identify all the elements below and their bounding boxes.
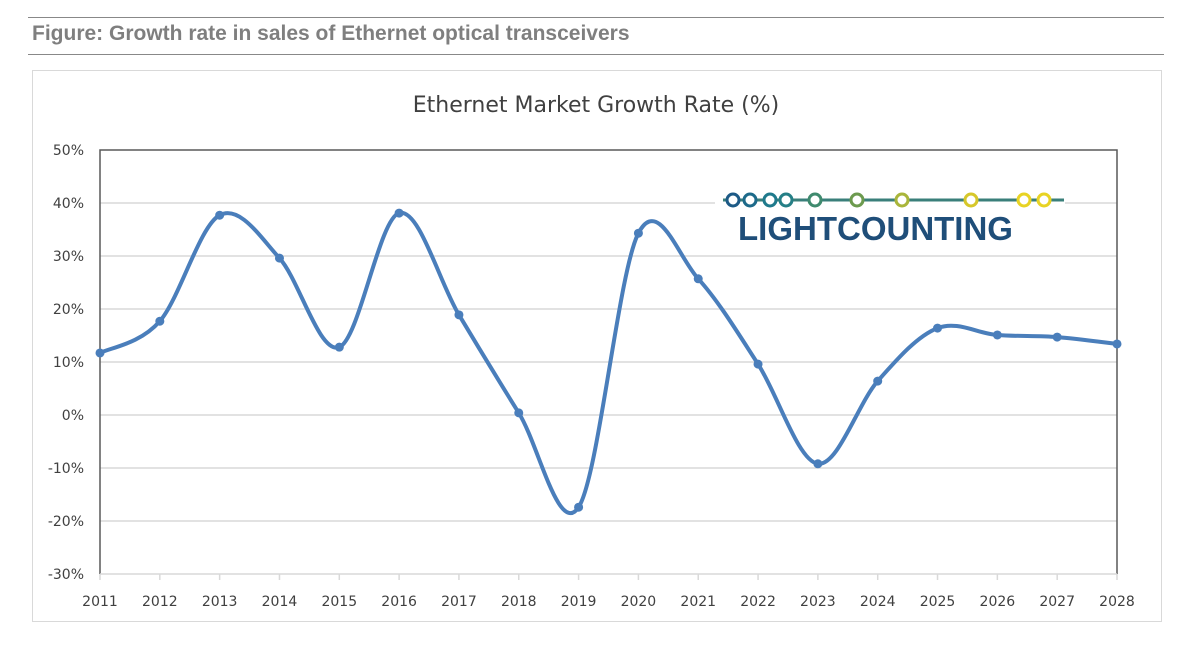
- x-tick-label: 2018: [501, 594, 537, 610]
- data-point: [992, 330, 1002, 340]
- x-tick-label: 2011: [82, 594, 118, 610]
- logo-node-icon: [762, 192, 778, 208]
- data-point: [1112, 339, 1122, 349]
- x-tick-label: 2016: [381, 594, 417, 610]
- logo-node-icon: [963, 192, 979, 208]
- x-tick-label: 2014: [262, 594, 298, 610]
- data-point: [633, 228, 643, 238]
- x-tick-label: 2024: [860, 594, 896, 610]
- x-tick-label: 2025: [920, 594, 956, 610]
- x-tick-label: 2026: [980, 594, 1016, 610]
- data-point: [753, 359, 763, 369]
- logo-node-icon: [807, 192, 823, 208]
- x-tick-label: 2028: [1099, 594, 1135, 610]
- x-tick-label: 2020: [621, 594, 657, 610]
- logo-node-icon: [1036, 192, 1052, 208]
- data-point: [394, 208, 404, 218]
- data-point: [1052, 332, 1062, 342]
- bottom-rule: [28, 54, 1164, 55]
- x-tick-label: 2017: [441, 594, 477, 610]
- logo-node-icon: [1016, 192, 1032, 208]
- lightcounting-logo: LIGHTCOUNTING: [715, 180, 1065, 250]
- logo-node-icon: [894, 192, 910, 208]
- y-tick-label: 50%: [53, 143, 84, 159]
- chart-frame: [32, 70, 1162, 622]
- data-point: [334, 342, 344, 352]
- y-tick-label: 10%: [53, 355, 84, 371]
- y-tick-label: 30%: [53, 249, 84, 265]
- data-point: [514, 408, 524, 418]
- data-point: [873, 376, 883, 386]
- top-rule: [28, 17, 1164, 18]
- y-tick-label: -30%: [48, 567, 84, 583]
- x-tick-label: 2027: [1039, 594, 1075, 610]
- y-tick-label: -10%: [48, 461, 84, 477]
- data-point: [155, 316, 165, 326]
- y-tick-label: -20%: [48, 514, 84, 530]
- chart-title: Ethernet Market Growth Rate (%): [413, 93, 780, 118]
- logo-node-icon: [778, 192, 794, 208]
- logo-node-icon: [742, 192, 758, 208]
- data-point: [933, 323, 943, 333]
- x-tick-label: 2019: [561, 594, 597, 610]
- logo-text: LIGHTCOUNTING: [738, 210, 1013, 247]
- data-point: [813, 459, 823, 469]
- x-tick-label: 2021: [680, 594, 716, 610]
- y-tick-label: 0%: [62, 408, 84, 424]
- logo-node-icon: [849, 192, 865, 208]
- y-tick-label: 20%: [53, 302, 84, 318]
- data-point: [693, 274, 703, 284]
- logo-background: [715, 180, 1065, 250]
- y-tick-label: 40%: [53, 196, 84, 212]
- data-point: [274, 253, 284, 263]
- x-tick-label: 2012: [142, 594, 178, 610]
- data-point: [454, 310, 464, 320]
- data-point: [95, 348, 105, 358]
- x-tick-label: 2023: [800, 594, 836, 610]
- figure-caption: Figure: Growth rate in sales of Ethernet…: [32, 22, 630, 45]
- x-tick-label: 2022: [740, 594, 776, 610]
- plot-border: [99, 149, 1118, 574]
- x-tick-label: 2015: [321, 594, 357, 610]
- data-point: [215, 210, 225, 220]
- data-point: [574, 502, 584, 512]
- x-tick-label: 2013: [202, 594, 238, 610]
- logo-node-icon: [725, 192, 741, 208]
